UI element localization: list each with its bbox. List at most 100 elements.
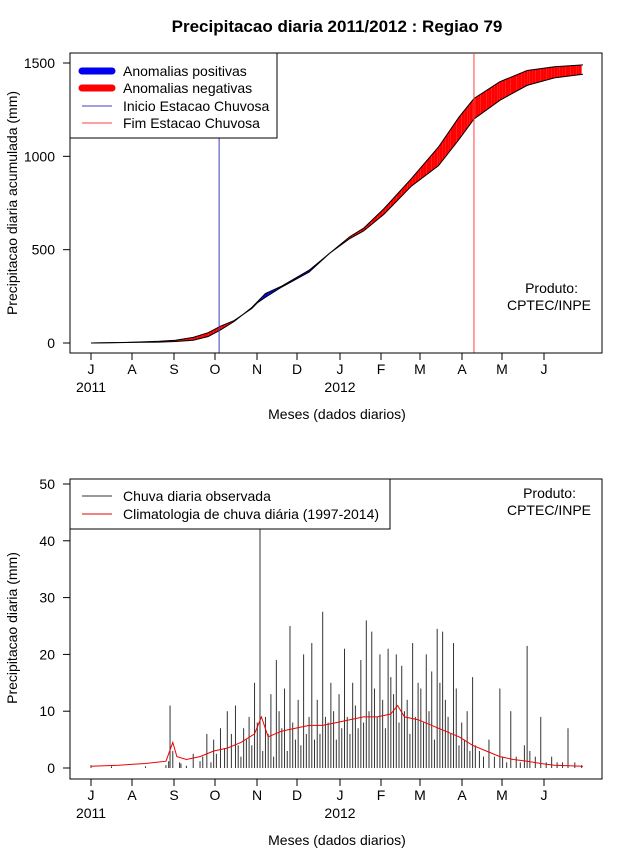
- daily-legend: Chuva diaria observada Climatologia de c…: [70, 479, 390, 529]
- cumulative-x-tick-label: M: [496, 361, 508, 377]
- negative-anomaly-segment: [475, 96, 478, 118]
- daily-x-tick-label: J: [88, 787, 95, 803]
- negative-anomaly-segment: [535, 69, 538, 83]
- daily-x-year-label: 2011: [76, 805, 106, 821]
- product-source-bottom: CPTEC/INPE: [507, 502, 591, 518]
- negative-anomaly-segment: [533, 69, 536, 84]
- positive-anomaly-area: [91, 252, 331, 343]
- cumulative-legend: Anomalias positivas Anomalias negativas …: [70, 53, 277, 138]
- daily-x-tick-label: S: [169, 787, 178, 803]
- daily-plot: 0 10 20 30 40 50 J A S O N D J F M A M J 2011 2012 Chuva d…: [39, 476, 602, 821]
- cumulative-x-tick-label: F: [377, 361, 386, 377]
- daily-x-axis: J A S O N D J F M A M J 2011 2012: [76, 779, 548, 821]
- negative-anomaly-segment: [524, 70, 527, 86]
- negative-anomaly-segment: [571, 65, 574, 75]
- negative-anomaly-segment: [579, 65, 582, 75]
- legend-label-observed: Chuva diaria observada: [123, 488, 271, 504]
- legend-label-climatology: Climatologia de chuva diária (1997-2014): [123, 506, 379, 522]
- cumulative-x-year-label: 2012: [324, 379, 355, 395]
- negative-anomaly-segment: [494, 83, 497, 104]
- negative-anomaly-segment: [552, 67, 555, 79]
- negative-anomaly-segment: [500, 81, 503, 101]
- negative-anomaly-segment: [481, 92, 484, 114]
- daily-x-tick-label: M: [496, 787, 508, 803]
- negative-anomaly-segment: [511, 76, 514, 94]
- daily-x-tick-label: M: [414, 787, 426, 803]
- negative-anomaly-segment: [554, 67, 557, 78]
- negative-anomaly-segment: [573, 65, 576, 75]
- negative-anomaly-segment: [543, 68, 546, 81]
- negative-anomaly-segment: [484, 91, 487, 113]
- daily-y-tick-label: 0: [47, 760, 55, 776]
- daily-y-tick-label: 40: [39, 533, 55, 549]
- daily-y-tick-label: 10: [39, 703, 55, 719]
- negative-anomaly-segment: [519, 73, 522, 90]
- negative-anomaly-segment: [576, 65, 579, 75]
- cumulative-y-tick-label: 500: [32, 242, 56, 258]
- negative-anomaly-segment: [527, 70, 530, 85]
- cumulative-x-tick-label: J: [88, 361, 95, 377]
- product-source: CPTEC/INPE: [507, 297, 591, 313]
- daily-x-tick-label: A: [127, 787, 137, 803]
- daily-x-year-label: 2012: [324, 805, 355, 821]
- negative-anomaly-segment: [492, 85, 495, 106]
- daily-x-label: Meses (dados diarios): [268, 832, 406, 848]
- daily-x-tick-label: O: [210, 787, 221, 803]
- cumulative-x-tick-label: D: [292, 361, 302, 377]
- cumulative-x-tick-label: M: [414, 361, 426, 377]
- legend-label-positive: Anomalias positivas: [123, 63, 247, 79]
- daily-x-tick-label: A: [457, 787, 467, 803]
- cumulative-y-tick-label: 1000: [24, 148, 55, 164]
- product-label-bottom: Produto:: [523, 485, 576, 501]
- product-label: Produto:: [525, 280, 578, 296]
- negative-anomaly-segment: [557, 66, 560, 77]
- daily-x-tick-label: J: [541, 787, 548, 803]
- negative-anomaly-segment: [513, 75, 516, 93]
- daily-y-tick-label: 30: [39, 590, 55, 606]
- daily-y-tick-label: 50: [39, 476, 55, 492]
- cumulative-x-tick-label: J: [541, 361, 548, 377]
- cumulative-y-tick-label: 1500: [24, 55, 55, 71]
- negative-anomaly-segment: [541, 68, 544, 81]
- daily-y-tick-label: 20: [39, 646, 55, 662]
- negative-anomaly-segment: [568, 66, 571, 76]
- negative-anomaly-segment: [563, 66, 566, 77]
- negative-anomaly-segment: [478, 94, 481, 116]
- cumulative-y-label: Precipitacao diaria acumulada (mm): [4, 91, 20, 315]
- cumulative-x-tick-label: A: [127, 361, 137, 377]
- cumulative-x-tick-label: N: [252, 361, 262, 377]
- negative-anomaly-segment: [530, 70, 533, 85]
- negative-anomaly-segment: [486, 89, 489, 110]
- negative-anomaly-segment: [489, 87, 492, 108]
- negative-anomaly-segment: [497, 82, 500, 103]
- negative-anomaly-segment: [503, 79, 506, 98]
- daily-x-tick-label: F: [377, 787, 386, 803]
- cumulative-x-label: Meses (dados diarios): [268, 406, 406, 422]
- chart-title: Precipitacao diaria 2011/2012 : Regiao 7…: [172, 17, 503, 36]
- negative-anomaly-segment: [508, 77, 511, 96]
- daily-x-tick-label: J: [337, 787, 344, 803]
- negative-anomaly-segment: [546, 67, 549, 80]
- negative-anomaly-segment: [549, 67, 552, 79]
- daily-x-tick-label: D: [292, 787, 302, 803]
- negative-anomaly-segment: [522, 72, 525, 89]
- legend-label-negative: Anomalias negativas: [123, 80, 252, 96]
- negative-anomaly-segment: [516, 74, 519, 92]
- negative-anomaly-segment: [560, 66, 563, 77]
- daily-bars: [91, 524, 582, 768]
- cumulative-x-year-label: 2011: [76, 379, 106, 395]
- cumulative-y-axis: 0 500 1000 1500: [24, 55, 70, 351]
- negative-anomaly-segment: [538, 69, 541, 83]
- negative-anomaly-segment: [505, 78, 508, 97]
- legend-label-end: Fim Estacao Chuvosa: [123, 115, 260, 131]
- legend-label-onset: Inicio Estacao Chuvosa: [123, 98, 270, 114]
- climatology-line-group: [91, 706, 583, 767]
- cumulative-y-tick-label: 0: [47, 335, 55, 351]
- daily-x-tick-label: N: [252, 787, 262, 803]
- climatology-line: [91, 706, 583, 767]
- negative-anomaly-segment: [565, 66, 568, 77]
- cumulative-x-tick-label: S: [169, 361, 178, 377]
- daily-y-axis: 0 10 20 30 40 50: [39, 476, 70, 776]
